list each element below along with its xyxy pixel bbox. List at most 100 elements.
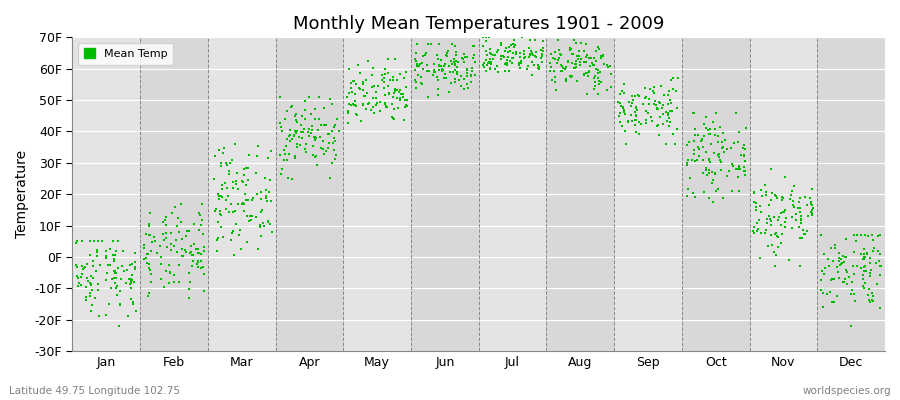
- Point: [274, 128, 289, 134]
- Point: [373, 99, 387, 105]
- Point: [284, 127, 298, 133]
- Point: [477, 60, 491, 66]
- Bar: [546, 37, 614, 351]
- Point: [218, 180, 232, 186]
- Point: [159, 230, 174, 236]
- Point: [839, 267, 853, 273]
- Point: [302, 94, 316, 100]
- Point: [508, 42, 522, 48]
- Point: [103, 246, 117, 253]
- Point: [232, 232, 247, 239]
- Point: [386, 115, 400, 121]
- Point: [785, 214, 799, 220]
- Point: [861, 297, 876, 303]
- Point: [128, 264, 142, 270]
- Point: [866, 248, 880, 254]
- Point: [186, 220, 201, 227]
- Point: [625, 103, 639, 110]
- Point: [536, 45, 550, 52]
- Point: [215, 234, 230, 241]
- Point: [346, 78, 360, 84]
- Point: [297, 116, 311, 123]
- Point: [845, 262, 859, 269]
- Point: [400, 97, 415, 104]
- Point: [305, 151, 320, 158]
- Point: [863, 272, 878, 279]
- Point: [498, 68, 512, 74]
- Point: [107, 258, 122, 265]
- Point: [387, 106, 401, 113]
- Point: [385, 100, 400, 107]
- Point: [680, 142, 694, 148]
- Point: [859, 268, 873, 274]
- Point: [613, 110, 627, 117]
- Point: [265, 229, 279, 235]
- Point: [793, 195, 807, 202]
- Point: [793, 204, 807, 211]
- Point: [732, 163, 746, 169]
- Point: [259, 186, 274, 193]
- Point: [564, 72, 579, 79]
- Point: [228, 141, 242, 147]
- Point: [454, 83, 468, 89]
- Point: [724, 161, 739, 167]
- Point: [866, 237, 880, 244]
- Point: [853, 232, 868, 238]
- Point: [241, 164, 256, 171]
- Point: [637, 85, 652, 91]
- Point: [847, 271, 861, 278]
- Point: [483, 66, 498, 72]
- Point: [728, 110, 742, 116]
- Point: [308, 136, 322, 143]
- Point: [409, 58, 423, 64]
- Point: [328, 152, 343, 159]
- Point: [320, 145, 335, 151]
- Point: [84, 308, 98, 315]
- Point: [778, 208, 792, 215]
- Point: [772, 214, 787, 220]
- Point: [562, 45, 577, 51]
- Point: [153, 243, 167, 249]
- Point: [498, 61, 512, 67]
- Point: [108, 252, 122, 258]
- Point: [454, 73, 468, 79]
- Point: [86, 275, 101, 281]
- Point: [399, 69, 413, 75]
- Point: [563, 47, 578, 54]
- Point: [107, 256, 122, 262]
- Point: [828, 242, 842, 248]
- Point: [786, 198, 800, 204]
- Point: [415, 81, 429, 88]
- Point: [431, 86, 446, 93]
- Point: [832, 258, 846, 265]
- Point: [661, 110, 675, 117]
- Point: [591, 46, 606, 52]
- Point: [832, 255, 846, 262]
- Point: [448, 51, 463, 58]
- Point: [258, 194, 273, 201]
- Point: [237, 207, 251, 214]
- Point: [858, 254, 872, 261]
- Point: [385, 77, 400, 83]
- Point: [104, 276, 119, 282]
- Point: [726, 140, 741, 146]
- Point: [226, 209, 240, 215]
- Point: [848, 298, 862, 304]
- Point: [256, 220, 270, 226]
- Point: [184, 262, 199, 269]
- Point: [628, 112, 643, 118]
- Point: [860, 251, 874, 258]
- Point: [769, 230, 783, 237]
- Point: [488, 66, 502, 72]
- Point: [233, 227, 248, 233]
- Point: [74, 274, 88, 280]
- Point: [89, 247, 104, 253]
- Point: [699, 165, 714, 171]
- Point: [215, 150, 230, 156]
- Point: [698, 114, 713, 120]
- Point: [437, 63, 452, 70]
- Point: [873, 263, 887, 270]
- Point: [750, 207, 764, 214]
- Point: [522, 54, 536, 60]
- Point: [558, 64, 572, 70]
